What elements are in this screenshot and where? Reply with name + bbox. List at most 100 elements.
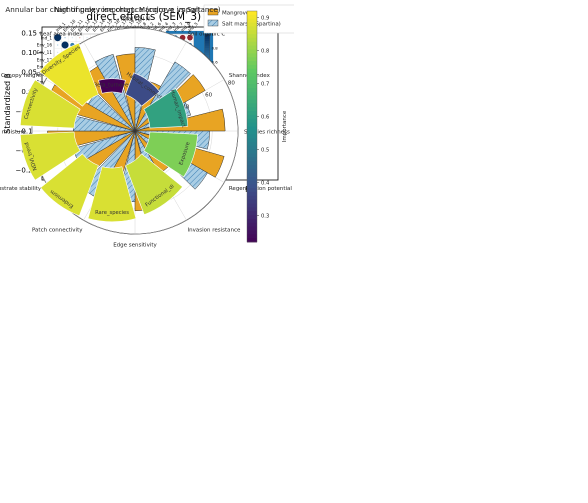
annular-colorbar-segment xyxy=(247,157,257,162)
annular-colorbar-segment xyxy=(247,88,257,93)
rose-category-label: Canopy height xyxy=(1,73,42,79)
annular-colorbar-segment xyxy=(247,165,257,170)
annular-colorbar-segment xyxy=(247,11,257,16)
corr-col-label: Ind_4 xyxy=(158,21,170,33)
corr-col-label: Ind_1 xyxy=(55,21,67,33)
annular-colorbar-tick-label: 0.7 xyxy=(261,82,269,88)
annular-colorbar-segment xyxy=(247,103,257,108)
corr-cell-circle xyxy=(64,36,66,39)
corr-colorbar-segment xyxy=(204,36,210,40)
corr-cell-circle xyxy=(61,41,69,49)
annular-bar xyxy=(125,72,161,107)
annular-bar xyxy=(143,88,189,129)
legend-swatch-salt-marsh xyxy=(207,19,219,27)
annular-bar-chart: Annular bar chart of proxy importance (c… xyxy=(5,5,288,243)
annular-bar xyxy=(20,131,81,181)
annular-colorbar-segment xyxy=(247,161,257,166)
corr-colorbar-segment xyxy=(204,38,210,42)
annular-colorbar-tick-label: 0.4 xyxy=(261,181,270,187)
sem-ytick-label: 0.10 xyxy=(21,49,37,57)
annular-bar xyxy=(98,78,126,94)
annular-colorbar-segment xyxy=(247,134,257,139)
annular-bar xyxy=(143,131,198,178)
corr-colorbar-tick-label: 0.6 xyxy=(212,59,219,64)
corr-col-label: Ind_3 xyxy=(165,21,177,33)
annular-colorbar-segment xyxy=(247,91,257,97)
sem-title: direct.effects (SEM_3) on SF xyxy=(86,11,233,23)
annular-colorbar-segment xyxy=(247,230,257,235)
annular-colorbar-segment xyxy=(247,111,257,116)
annular-colorbar-segment xyxy=(247,126,257,131)
corr-row-label: Ind_1 xyxy=(41,35,53,40)
annular-colorbar-segment xyxy=(247,26,257,31)
rose-category-label: Soil organic C xyxy=(188,32,226,38)
corr-cell-circle xyxy=(71,37,73,39)
annular-colorbar-segment xyxy=(247,184,257,189)
annular-colorbar-segment xyxy=(247,84,257,89)
annular-category-label: Rare_species xyxy=(95,210,129,216)
rose-bar-salt-marsh xyxy=(94,53,136,132)
rose-category-label: Total soil N xyxy=(119,17,150,23)
corr-colorbar-segment xyxy=(204,50,210,54)
annular-colorbar-segment xyxy=(247,118,257,124)
annular-colorbar-segment xyxy=(247,95,257,100)
corr-col-label: Ind_7 xyxy=(172,21,184,33)
corr-colorbar-segment xyxy=(204,54,210,58)
corr-colorbar-segment xyxy=(204,47,210,51)
corr-col-label: Ind_8 xyxy=(136,21,148,33)
annular-colorbar-segment xyxy=(247,153,257,158)
legend-label-mangrove: Mangrove xyxy=(222,11,250,17)
annular-colorbar-segment xyxy=(247,72,257,77)
corr-row-label: Env_12 xyxy=(37,57,53,62)
corr-col-label: Ind_5 xyxy=(187,21,199,33)
annular-colorbar-segment xyxy=(247,172,257,177)
annular-colorbar-segment xyxy=(247,122,257,127)
rose-category-label: Patch connectivity xyxy=(32,227,83,233)
annular-bar xyxy=(87,166,137,223)
annular-colorbar-segment xyxy=(247,61,257,66)
annular-colorbar-segment xyxy=(247,203,257,208)
sem-ytick-label: −0.10 xyxy=(16,127,37,135)
annular-colorbar-segment xyxy=(247,238,257,243)
rose-category-label: Invasion resistance xyxy=(188,227,242,233)
annular-colorbar-segment xyxy=(247,180,257,185)
annular-colorbar-tick-label: 0.3 xyxy=(261,214,269,220)
annular-colorbar-segment xyxy=(247,234,257,239)
annular-colorbar-tick-label: 0.5 xyxy=(261,148,269,154)
annular-colorbar-segment xyxy=(247,141,257,147)
annular-colorbar-frame xyxy=(246,10,258,243)
corr-colorbar-tick-label: 0.8 xyxy=(212,45,219,50)
annular-colorbar-segment xyxy=(247,68,257,73)
annular-colorbar-segment xyxy=(247,18,257,23)
annular-colorbar-segment xyxy=(247,168,257,174)
corr-cell-circle xyxy=(56,44,59,46)
annular-colorbar-segment xyxy=(247,199,257,204)
annular-colorbar-segment xyxy=(247,145,257,150)
annular-bar xyxy=(20,79,81,129)
corr-colorbar-tick-label: 1 xyxy=(212,32,215,37)
rose-category-label: Substrate stability xyxy=(0,186,42,192)
corr-row-label: Env_16 xyxy=(37,43,53,48)
corr-row-label: Env_11 xyxy=(37,50,53,55)
annular-colorbar-segment xyxy=(247,222,257,227)
annular-colorbar-segment xyxy=(247,57,257,62)
corr-col-label: Ind_9 xyxy=(180,21,192,33)
corr-col-label: Ind_6 xyxy=(150,21,162,33)
sem-ytick-label: 0.15 xyxy=(21,29,37,37)
corr-cell-circle xyxy=(86,37,88,39)
annular-category-label: Beta_turnover xyxy=(94,83,132,89)
rose-category-label: Leaf area index xyxy=(40,32,83,38)
annular-colorbar-label: Importance xyxy=(282,110,288,142)
annular-colorbar-segment xyxy=(247,130,257,135)
annular-colorbar-segment xyxy=(247,138,257,143)
annular-colorbar-segment xyxy=(247,37,257,43)
annular-colorbar-segment xyxy=(247,49,257,54)
annular-bar xyxy=(39,42,99,107)
annular-title: Annular bar chart of proxy importance (c… xyxy=(5,5,220,14)
corr-colorbar-segment xyxy=(204,45,210,49)
rose-category-label: Regeneration potential xyxy=(229,186,293,192)
sem-ylabel: Standardized β xyxy=(3,73,12,133)
annular-colorbar-segment xyxy=(247,99,257,104)
corr-cell-circle xyxy=(187,34,193,41)
rose-rtick-label: 40 xyxy=(182,105,189,111)
